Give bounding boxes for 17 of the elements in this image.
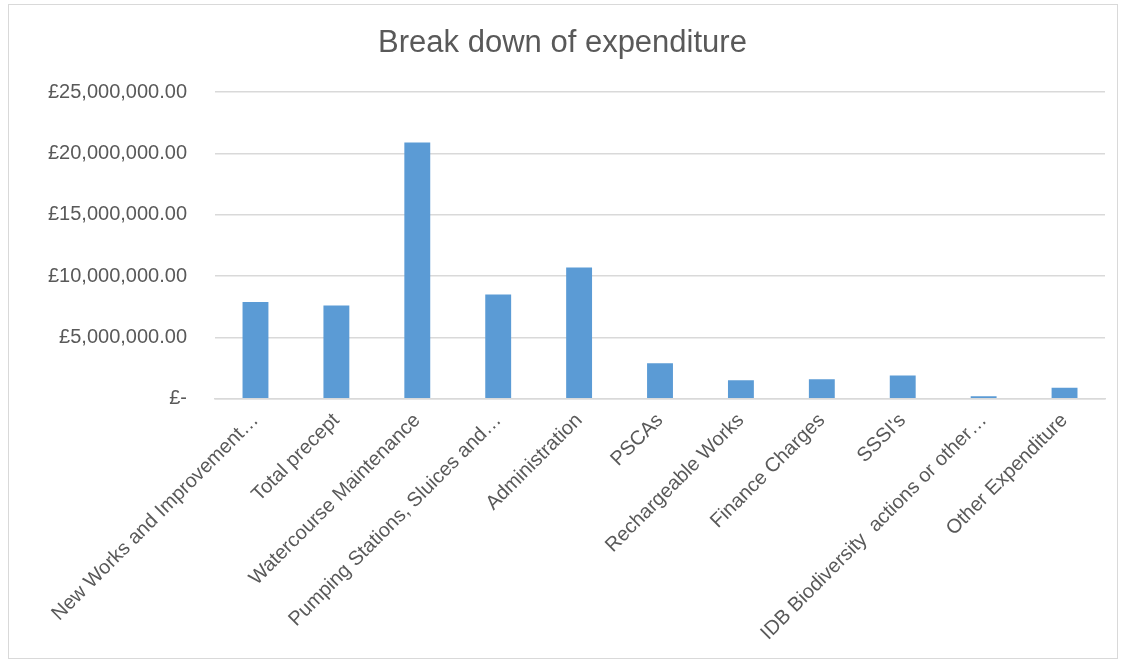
bar (242, 301, 269, 398)
y-tick-label: £20,000,000.00 (47, 141, 188, 164)
bar (485, 294, 512, 398)
y-tick-label: £15,000,000.00 (47, 202, 188, 225)
bar (808, 379, 835, 398)
bar (1051, 387, 1078, 398)
y-tick-label: £10,000,000.00 (47, 263, 188, 286)
bar (727, 380, 754, 398)
y-tick-label: £5,000,000.00 (59, 324, 188, 347)
y-tick-label: £- (169, 386, 188, 409)
bar (566, 267, 593, 398)
bar (323, 305, 350, 398)
y-tick-label: £25,000,000.00 (47, 79, 188, 102)
bar (647, 363, 673, 398)
chart-title: Break down of expenditure (378, 24, 747, 60)
bar (404, 142, 431, 398)
bar (889, 375, 916, 398)
